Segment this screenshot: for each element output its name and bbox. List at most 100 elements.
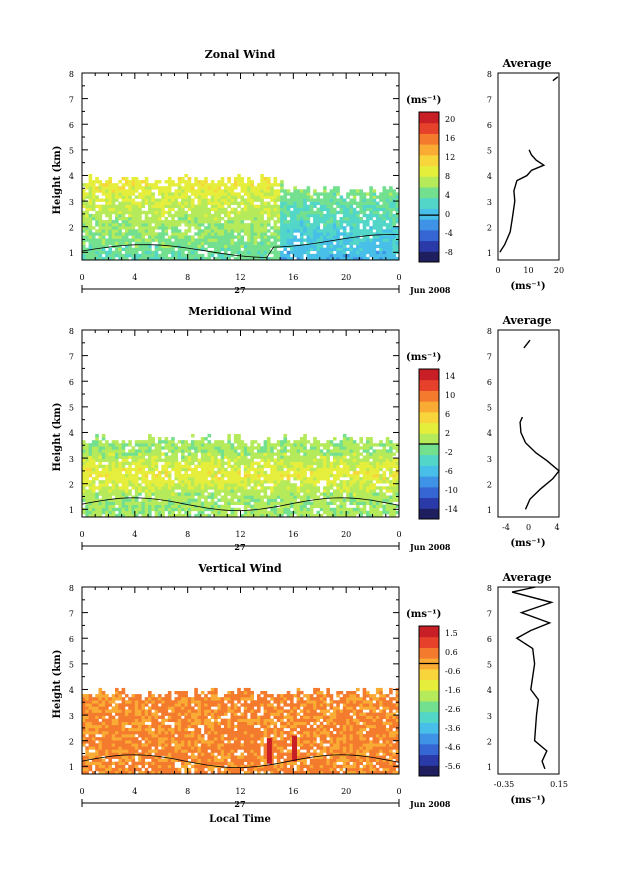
heatmap-cell: [389, 499, 393, 502]
heatmap-cell: [181, 208, 185, 211]
heatmap-cell: [392, 465, 396, 468]
heatmap-cell: [287, 465, 291, 468]
heatmap-cell: [257, 208, 261, 211]
heatmap-cell: [207, 449, 211, 452]
heatmap-cell: [161, 486, 165, 489]
heatmap-cell: [92, 706, 96, 709]
heatmap-cell: [171, 456, 175, 459]
heatmap-cell: [158, 208, 162, 211]
heatmap-cell: [151, 468, 155, 471]
heatmap-cell: [112, 734, 116, 737]
heatmap-cell: [122, 511, 126, 514]
heatmap-cell: [389, 452, 393, 455]
heatmap-cell: [231, 495, 235, 498]
heatmap-cell: [174, 468, 178, 471]
heatmap-cell: [102, 731, 106, 734]
heatmap-cell: [85, 474, 89, 477]
heatmap-cell: [389, 192, 393, 195]
heatmap-cell: [307, 223, 311, 226]
heatmap-cell: [264, 495, 268, 498]
heatmap-cell: [336, 205, 340, 208]
heatmap-cell: [274, 459, 278, 462]
heatmap-cell: [92, 709, 96, 712]
heatmap-cell: [108, 474, 112, 477]
heatmap-cell: [267, 180, 271, 183]
heatmap-cell: [204, 202, 208, 205]
heatmap-cell: [191, 483, 195, 486]
heatmap-cell: [247, 505, 251, 508]
heatmap-cell: [297, 443, 301, 446]
heatmap-cell: [85, 756, 89, 759]
heatmap-cell: [353, 459, 357, 462]
heatmap-cell: [138, 232, 142, 235]
heatmap-cell: [168, 443, 172, 446]
heatmap-cell: [194, 499, 198, 502]
heatmap-cell: [353, 217, 357, 220]
heatmap-cell: [204, 486, 208, 489]
heatmap-cell: [333, 483, 337, 486]
heatmap-cell: [198, 189, 202, 192]
heatmap-cell: [363, 199, 367, 202]
heatmap-cell: [141, 480, 145, 483]
heatmap-cell: [204, 483, 208, 486]
heatmap-cell: [257, 235, 261, 238]
heatmap-cell: [95, 713, 99, 716]
heatmap-cell: [165, 195, 169, 198]
heatmap-cell: [128, 749, 132, 752]
heatmap-cell: [138, 508, 142, 511]
heatmap-cell: [280, 202, 284, 205]
heatmap-cell: [270, 452, 274, 455]
heatmap-cell: [366, 468, 370, 471]
heatmap-cell: [280, 495, 284, 498]
heatmap-cell: [171, 452, 175, 455]
heatmap-cell: [283, 462, 287, 465]
heatmap-cell: [297, 440, 301, 443]
heatmap-cell: [373, 452, 377, 455]
heatmap-cell: [300, 483, 304, 486]
heatmap-cell: [145, 492, 149, 495]
heatmap-cell: [115, 189, 119, 192]
heatmap-cell: [132, 499, 136, 502]
heatmap-cell: [141, 443, 145, 446]
heatmap-cell: [293, 186, 297, 189]
heatmap-cell: [102, 495, 106, 498]
heatmap-cell: [231, 468, 235, 471]
heatmap-cell: [201, 232, 205, 235]
heatmap-cell: [231, 217, 235, 220]
heatmap-cell: [128, 700, 132, 703]
heatmap-cell: [95, 232, 99, 235]
heatmap-cell: [326, 202, 330, 205]
heatmap-cell: [234, 489, 238, 492]
heatmap-cell: [89, 235, 93, 238]
heatmap-cell: [85, 443, 89, 446]
heatmap-cell: [330, 229, 334, 232]
heatmap-cell: [247, 202, 251, 205]
heatmap-cell: [382, 486, 386, 489]
heatmap-cell: [336, 251, 340, 254]
heatmap-cell: [181, 483, 185, 486]
heatmap-cell: [141, 440, 145, 443]
heatmap-cell: [165, 186, 169, 189]
heatmap-cell: [118, 238, 122, 241]
heatmap-cell: [310, 505, 314, 508]
heatmap-cell: [108, 186, 112, 189]
heatmap-cell: [105, 749, 109, 752]
heatmap-cell: [254, 232, 258, 235]
heatmap-cell: [389, 223, 393, 226]
heatmap-cell: [323, 465, 327, 468]
heatmap-cell: [353, 189, 357, 192]
heatmap-cell: [99, 688, 103, 691]
heatmap-cell: [161, 223, 165, 226]
heatmap-cell: [161, 238, 165, 241]
heatmap-cell: [112, 483, 116, 486]
heatmap-cell: [386, 495, 390, 498]
heatmap-cell: [115, 508, 119, 511]
heatmap-cell: [346, 449, 350, 452]
heatmap-cell: [356, 452, 360, 455]
heatmap-cell: [300, 195, 304, 198]
heatmap-cell: [283, 449, 287, 452]
heatmap-cell: [386, 199, 390, 202]
heatmap-cell: [244, 192, 248, 195]
heatmap-cell: [283, 199, 287, 202]
heatmap-cell: [168, 235, 172, 238]
